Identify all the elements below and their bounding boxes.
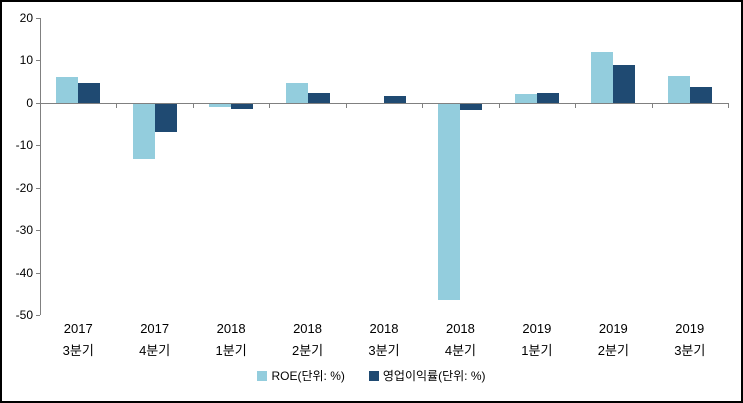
x-axis-line	[40, 102, 728, 104]
bar-roe	[591, 52, 614, 103]
x-axis-label-line: 1분기	[521, 343, 553, 358]
y-axis-tick	[36, 187, 40, 189]
x-axis-label-line: 2분기	[597, 343, 629, 358]
bar-op-margin	[536, 93, 559, 103]
x-axis-label: 2018 2분기	[269, 318, 345, 362]
x-axis-label-line: 2분기	[291, 343, 324, 358]
y-axis-tick	[36, 18, 40, 19]
x-axis-label: 2018 3분기	[346, 318, 422, 362]
legend-swatch-icon	[368, 371, 379, 381]
y-axis-label: -20	[15, 180, 33, 195]
y-axis-tick	[36, 60, 40, 62]
bar-op-margin	[231, 103, 254, 109]
bar-op-margin	[460, 103, 483, 111]
y-axis-label: -30	[15, 223, 33, 238]
y-axis-tick	[36, 315, 40, 316]
x-axis-label-line: 1분기	[215, 343, 247, 358]
y-axis-tick	[36, 272, 40, 274]
bar-op-margin	[154, 103, 177, 133]
x-axis-label: 2017 4분기	[116, 318, 192, 362]
x-axis-label: 2019 2분기	[575, 318, 651, 362]
x-axis-tick	[651, 102, 653, 108]
x-axis-label-line: 2017	[140, 321, 170, 336]
legend-item-roe: ROE(단위: %)	[257, 369, 345, 383]
x-axis-tick	[269, 102, 271, 108]
legend-swatch-icon	[257, 371, 268, 381]
y-axis-tick	[36, 102, 40, 104]
bar-op-margin	[613, 64, 636, 103]
y-axis-label: -10	[15, 138, 33, 153]
x-axis-label-line: 2019	[675, 321, 705, 336]
bar-roe	[438, 103, 461, 300]
x-axis-tick	[498, 102, 500, 108]
x-axis-label: 2019 1분기	[499, 318, 575, 362]
x-axis-label-line: 4분기	[139, 343, 171, 358]
y-axis-label: 20	[19, 11, 33, 25]
bar-op-margin	[307, 93, 330, 103]
y-axis-label: -50	[15, 308, 33, 322]
x-axis-tick	[728, 102, 729, 108]
x-axis-label-line: 2018	[445, 321, 475, 336]
x-axis-label-line: 2019	[598, 321, 628, 336]
x-axis-label-line: 2019	[522, 321, 552, 336]
bar-roe	[132, 103, 155, 159]
x-axis-tick	[345, 102, 347, 108]
x-axis-label-line: 2018	[216, 321, 246, 336]
bar-roe	[514, 94, 537, 103]
bar-op-margin	[78, 83, 101, 103]
y-axis-label: 0	[26, 95, 33, 110]
x-axis-label-line: 2018	[369, 321, 399, 336]
y-axis-label: -40	[15, 265, 33, 280]
bar-op-margin	[384, 96, 406, 103]
x-axis-label-line: 3분기	[368, 343, 400, 358]
legend-label: ROE(단위: %)	[271, 369, 345, 383]
y-axis-tick	[36, 230, 40, 232]
bar-op-margin	[689, 87, 712, 103]
bar-roe	[667, 76, 690, 103]
x-axis-tick	[192, 102, 194, 108]
x-axis-tick	[116, 102, 118, 108]
legend-item-op-margin: 영업이익률(단위: %)	[368, 369, 486, 383]
x-axis-label-line: 3분기	[62, 343, 94, 358]
x-axis-label: 2017 3분기	[40, 318, 116, 362]
bar-roe	[56, 76, 79, 103]
x-axis-label-line: 2017	[63, 321, 93, 336]
x-axis-tick	[575, 102, 577, 108]
legend: ROE(단위: %) 영업이익률(단위: %)	[2, 369, 741, 383]
y-axis-tick	[36, 145, 40, 147]
y-axis-label: 10	[19, 53, 33, 68]
x-axis-label-line: 3분기	[674, 343, 706, 358]
x-axis-label: 2019 3분기	[652, 318, 728, 362]
x-axis-label: 2018 1분기	[193, 318, 269, 362]
x-axis-tick	[422, 102, 424, 108]
y-axis-line	[40, 18, 41, 315]
x-axis-label-line: 4분기	[444, 343, 477, 358]
legend-label: 영업이익률(단위: %)	[382, 369, 486, 383]
x-axis-label-line: 2018	[293, 321, 322, 336]
bar-roe	[285, 83, 308, 103]
bar-roe	[209, 103, 232, 107]
x-axis-label: 2018 4분기	[422, 318, 498, 362]
